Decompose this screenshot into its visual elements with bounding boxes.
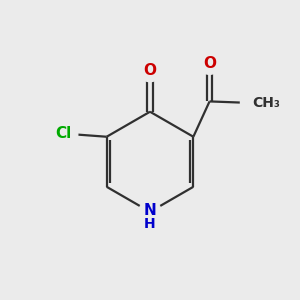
Circle shape <box>139 201 161 223</box>
Text: O: O <box>143 63 157 78</box>
Circle shape <box>47 118 78 149</box>
Circle shape <box>139 59 161 82</box>
Circle shape <box>241 87 273 119</box>
Circle shape <box>198 52 221 74</box>
Text: O: O <box>203 56 216 70</box>
Text: H: H <box>144 217 156 231</box>
Text: N: N <box>144 203 156 218</box>
Text: CH₃: CH₃ <box>252 96 280 110</box>
Text: Cl: Cl <box>55 126 71 141</box>
